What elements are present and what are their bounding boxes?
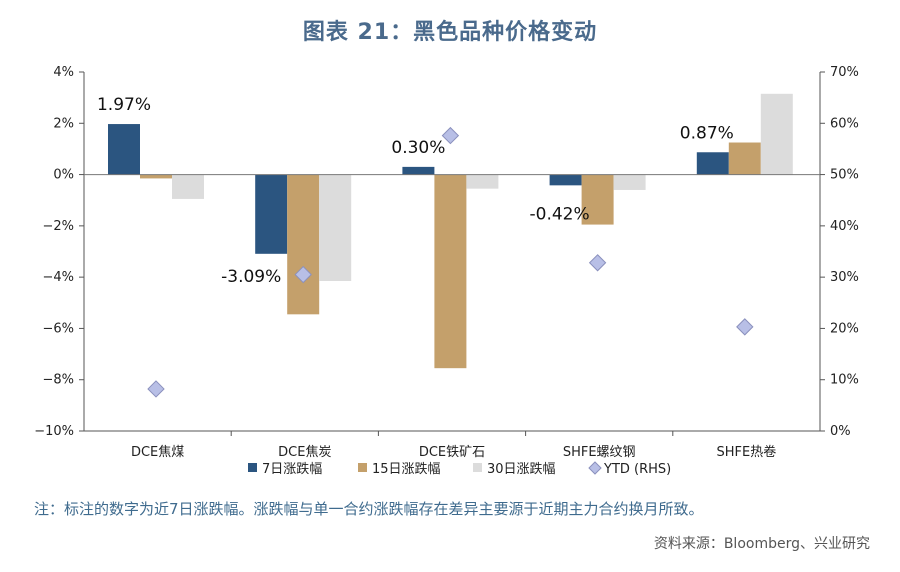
category-label: DCE焦煤 [131, 445, 184, 460]
left-tick-label: −10% [34, 424, 74, 439]
left-tick-label: −8% [42, 373, 74, 388]
category-label: DCE焦炭 [278, 445, 331, 460]
bar-7日涨跌幅 [402, 166, 435, 175]
right-tick-label: 0% [830, 424, 851, 439]
right-tick-label: 60% [830, 116, 859, 131]
chart-title: 图表 21：黑色品种价格变动 [302, 20, 598, 45]
data-label: 0.87% [680, 123, 734, 143]
bar-7日涨跌幅 [549, 174, 582, 186]
bar-15日涨跌幅 [287, 174, 320, 315]
data-label: -0.42% [530, 204, 590, 224]
bar-30日涨跌幅 [760, 93, 793, 175]
right-tick-label: 50% [830, 168, 859, 183]
data-label: -3.09% [221, 267, 281, 287]
bar-30日涨跌幅 [172, 174, 204, 199]
ytd-marker [147, 380, 165, 398]
category-label: SHFE螺纹钢 [563, 445, 636, 460]
category-label: DCE铁矿石 [419, 445, 485, 460]
bar-15日涨跌幅 [140, 174, 172, 179]
legend-label: 30日涨跌幅 [487, 461, 556, 477]
bar-30日涨跌幅 [466, 174, 499, 189]
bar-7日涨跌幅 [108, 124, 140, 175]
legend-swatch [358, 463, 367, 472]
bar-15日涨跌幅 [434, 174, 467, 369]
bar-7日涨跌幅 [255, 174, 288, 254]
data-label: 0.30% [391, 138, 445, 158]
legend-label: 15日涨跌幅 [372, 461, 441, 477]
bar-30日涨跌幅 [613, 174, 646, 190]
left-tick-label: 2% [53, 116, 74, 131]
right-tick-label: 40% [830, 219, 859, 234]
bar-15日涨跌幅 [728, 142, 761, 175]
legend-label: 7日涨跌幅 [262, 461, 322, 477]
left-tick-label: −2% [42, 219, 74, 234]
legend-swatch [248, 463, 257, 472]
left-tick-label: 0% [53, 168, 74, 183]
right-tick-label: 20% [830, 321, 859, 336]
ytd-marker [441, 126, 460, 145]
left-tick-label: 4% [53, 65, 74, 80]
source-text: 资料来源：Bloomberg、兴业研究 [653, 536, 870, 552]
right-tick-label: 70% [830, 65, 859, 80]
ytd-marker [736, 318, 754, 336]
right-tick-label: 10% [830, 373, 859, 388]
left-tick-label: −4% [42, 270, 74, 285]
bar-15日涨跌幅 [581, 174, 614, 225]
ytd-marker [588, 254, 607, 272]
bar-30日涨跌幅 [319, 174, 352, 281]
chart-note: 注：标注的数字为近7日涨跌幅。涨跌幅与单一合约涨跌幅存在差异主要源于近期主力合约… [34, 500, 704, 518]
right-tick-label: 30% [830, 270, 859, 285]
legend-label: YTD (RHS) [603, 462, 671, 477]
category-label: SHFE热卷 [717, 444, 777, 460]
left-tick-label: −6% [42, 321, 74, 336]
data-label: 1.97% [97, 95, 151, 115]
bar-7日涨跌幅 [696, 152, 729, 175]
legend-swatch [588, 461, 602, 475]
legend-swatch [473, 463, 482, 472]
ytd-marker [294, 265, 312, 284]
